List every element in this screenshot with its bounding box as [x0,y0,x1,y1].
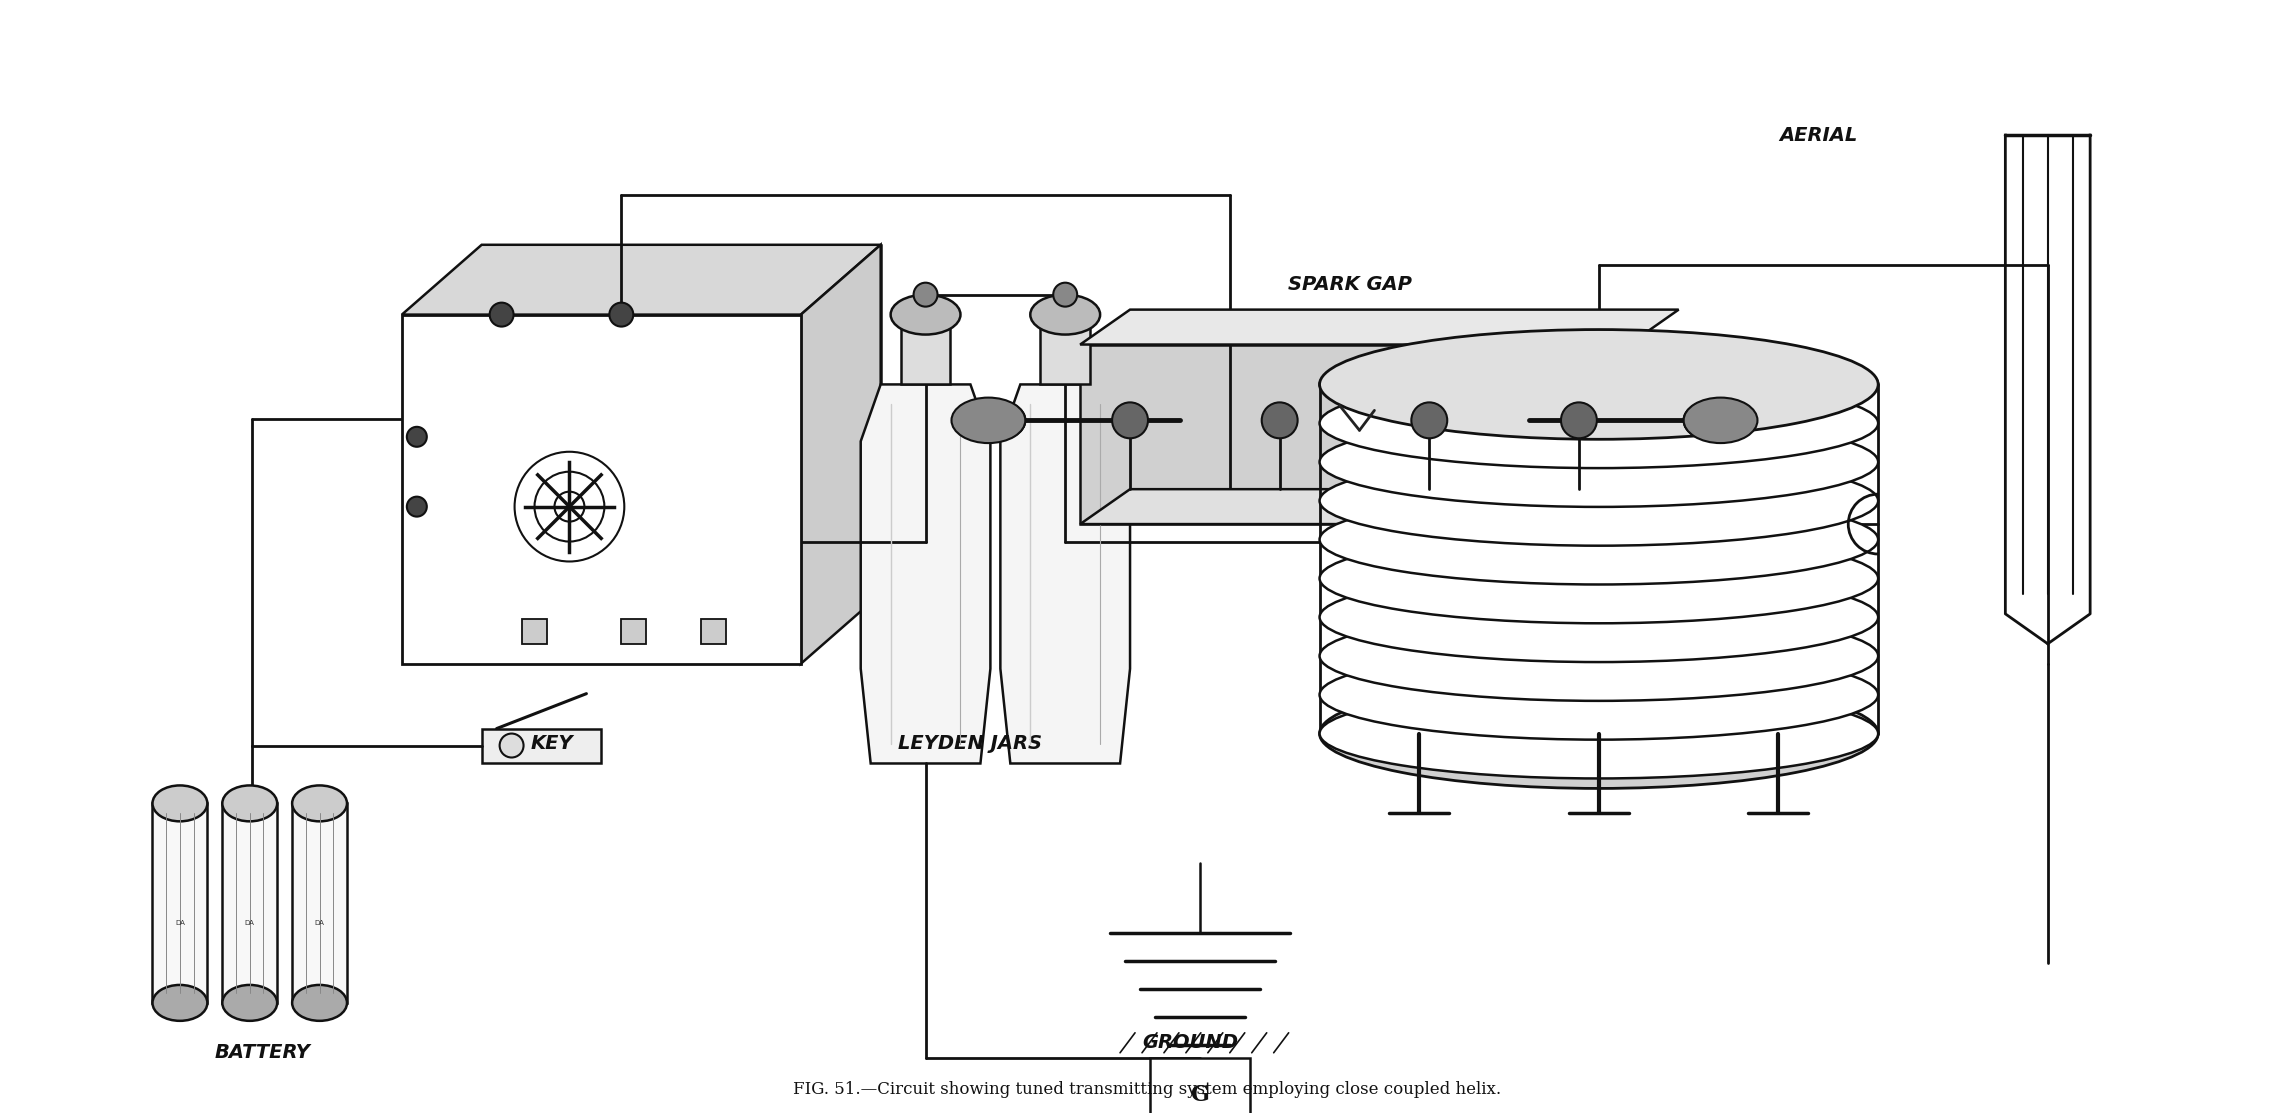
Ellipse shape [1319,534,1879,623]
Ellipse shape [1319,417,1879,507]
Text: DA: DA [174,920,186,926]
Ellipse shape [1319,379,1879,468]
Text: GROUND: GROUND [1142,1034,1239,1053]
Ellipse shape [1684,400,1746,441]
Ellipse shape [291,785,346,821]
Ellipse shape [223,785,278,821]
Circle shape [913,283,938,306]
Bar [702,619,727,644]
Bar [291,803,346,1003]
Ellipse shape [963,400,1025,441]
Ellipse shape [1684,398,1757,443]
Bar [521,619,546,644]
Ellipse shape [1684,402,1734,438]
Circle shape [500,733,523,758]
Bar [223,803,278,1003]
Circle shape [1411,402,1448,438]
Ellipse shape [223,985,278,1020]
Ellipse shape [151,785,206,821]
Text: DA: DA [314,920,323,926]
Circle shape [406,427,427,447]
Ellipse shape [890,295,961,334]
Ellipse shape [1319,456,1879,546]
Polygon shape [1080,310,1679,344]
Ellipse shape [291,985,346,1020]
Text: DA: DA [245,920,255,926]
Circle shape [1560,402,1597,438]
Polygon shape [1000,384,1131,763]
Bar [482,729,601,763]
Ellipse shape [1319,330,1879,439]
Ellipse shape [1319,495,1879,585]
Bar [151,803,206,1003]
Circle shape [610,303,633,326]
Polygon shape [1080,489,1679,524]
Polygon shape [401,245,881,314]
Text: LEYDEN JARS: LEYDEN JARS [899,734,1041,753]
Bar [1039,314,1090,384]
Circle shape [1262,402,1298,438]
Ellipse shape [1319,688,1879,779]
Ellipse shape [1319,573,1879,662]
Ellipse shape [1319,649,1879,740]
Ellipse shape [1319,612,1879,701]
Circle shape [1053,283,1078,306]
Circle shape [1113,402,1147,438]
Text: BATTERY: BATTERY [213,1043,310,1063]
Polygon shape [801,245,881,664]
Bar [902,314,950,384]
Circle shape [406,497,427,517]
Polygon shape [482,245,881,594]
Ellipse shape [1030,295,1101,334]
Circle shape [489,303,514,326]
Ellipse shape [1319,678,1879,789]
Text: AERIAL: AERIAL [1780,126,1858,145]
Ellipse shape [151,985,206,1020]
Text: G: G [1191,1084,1209,1106]
Bar [1149,1058,1250,1114]
Ellipse shape [975,402,1025,438]
Text: FIG. 51.—Circuit showing tuned transmitting system employing close coupled helix: FIG. 51.—Circuit showing tuned transmitt… [794,1081,1500,1097]
Polygon shape [860,384,991,763]
Polygon shape [1080,344,1629,524]
Text: SPARK GAP: SPARK GAP [1287,275,1411,294]
Text: KEY: KEY [530,734,574,753]
Text: INDUCTION COIL: INDUCTION COIL [431,575,612,594]
Text: HELIX: HELIX [1587,734,1652,753]
Ellipse shape [952,398,1025,443]
Bar [401,314,801,664]
Bar [622,619,647,644]
